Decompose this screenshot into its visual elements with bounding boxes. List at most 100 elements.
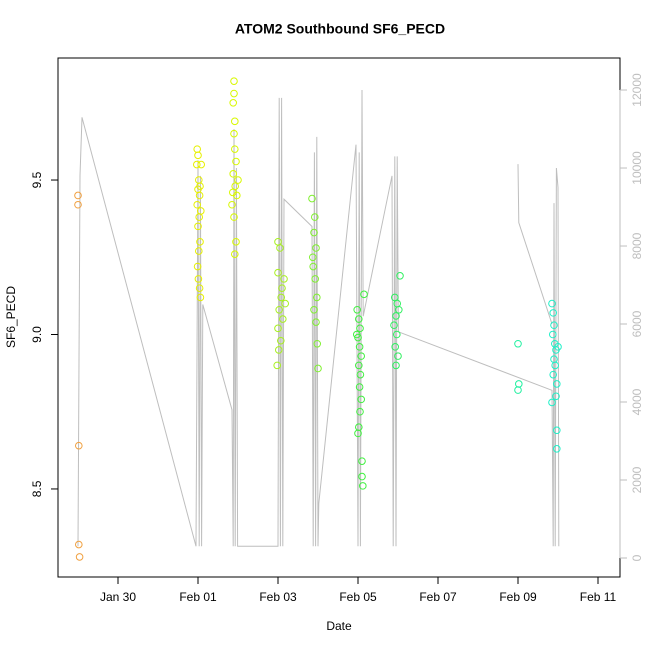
x-tick-label: Feb 07 xyxy=(419,590,457,604)
x-tick-label: Feb 05 xyxy=(339,590,377,604)
point xyxy=(549,309,558,317)
point xyxy=(279,315,287,323)
point xyxy=(195,191,204,200)
point xyxy=(313,293,321,302)
point xyxy=(312,244,320,252)
point xyxy=(355,383,364,391)
point xyxy=(553,426,561,435)
point xyxy=(553,444,561,453)
point xyxy=(514,386,522,394)
point xyxy=(358,472,366,481)
point xyxy=(229,188,237,197)
point xyxy=(309,262,318,271)
point xyxy=(392,361,400,370)
point xyxy=(309,253,317,262)
point xyxy=(274,324,282,333)
x-tick-label: Feb 11 xyxy=(580,590,617,604)
point xyxy=(514,339,522,348)
point xyxy=(552,392,560,401)
y2-tick-label: 6000 xyxy=(630,310,644,337)
x-tick-label: Feb 09 xyxy=(499,590,537,604)
point xyxy=(357,352,366,360)
point xyxy=(393,330,401,339)
point xyxy=(230,213,238,221)
point xyxy=(394,352,402,360)
point xyxy=(195,284,204,292)
point xyxy=(311,213,319,221)
point xyxy=(391,343,400,351)
point xyxy=(281,299,290,308)
point xyxy=(194,275,203,283)
point xyxy=(392,312,400,320)
y2-tick-label: 4000 xyxy=(630,388,644,415)
point xyxy=(310,305,318,314)
point xyxy=(234,176,242,184)
point xyxy=(193,262,202,271)
point xyxy=(231,117,239,126)
x-tick-label: Jan 30 xyxy=(100,590,136,604)
point xyxy=(275,346,283,354)
point xyxy=(75,441,83,450)
point xyxy=(193,160,201,169)
point xyxy=(355,361,363,370)
point xyxy=(275,305,284,314)
y2-tick-label: 0 xyxy=(630,554,644,561)
x-tick-label: Feb 03 xyxy=(259,590,297,604)
point xyxy=(194,222,202,231)
point xyxy=(231,250,239,258)
point xyxy=(273,361,282,370)
point xyxy=(196,238,204,246)
point xyxy=(551,361,560,370)
point xyxy=(396,271,404,280)
y-tick-label: 8.5 xyxy=(30,480,44,497)
point xyxy=(232,238,240,246)
point xyxy=(549,330,557,339)
x-axis-label: Date xyxy=(326,619,352,633)
point xyxy=(356,370,365,379)
point xyxy=(313,339,322,348)
point xyxy=(358,457,366,465)
point xyxy=(357,395,366,404)
point xyxy=(312,318,320,326)
x-tick-label: Feb 01 xyxy=(179,590,217,604)
point xyxy=(277,336,285,345)
point xyxy=(356,407,364,416)
point xyxy=(197,160,205,169)
point xyxy=(274,268,282,277)
point xyxy=(548,299,556,308)
point xyxy=(280,275,288,283)
y-tick-label: 9.5 xyxy=(30,171,44,188)
y2-tick-label: 10000 xyxy=(630,151,644,185)
point xyxy=(276,244,284,252)
point xyxy=(310,228,318,237)
point xyxy=(232,157,240,166)
point xyxy=(311,275,320,283)
point xyxy=(553,380,561,388)
point xyxy=(395,305,403,314)
y-axis-label: SF6_PECD xyxy=(4,286,18,348)
y2-tick-label: 2000 xyxy=(630,466,644,493)
altitude-line xyxy=(77,90,560,547)
point xyxy=(549,370,558,379)
point xyxy=(230,89,238,98)
point xyxy=(548,398,556,407)
point xyxy=(231,145,239,153)
point xyxy=(353,330,361,339)
point xyxy=(355,315,363,323)
y-tick-label: 9.0 xyxy=(30,326,44,343)
point xyxy=(354,429,362,438)
point xyxy=(229,170,237,178)
point xyxy=(75,540,83,549)
point xyxy=(390,321,398,330)
point xyxy=(360,290,368,299)
point xyxy=(197,207,205,215)
point xyxy=(194,151,202,160)
point xyxy=(74,191,82,200)
point xyxy=(230,77,238,85)
point xyxy=(355,343,364,351)
point xyxy=(554,343,562,351)
point xyxy=(359,482,367,490)
point xyxy=(74,200,82,209)
y2-tick-label: 12000 xyxy=(630,73,644,107)
